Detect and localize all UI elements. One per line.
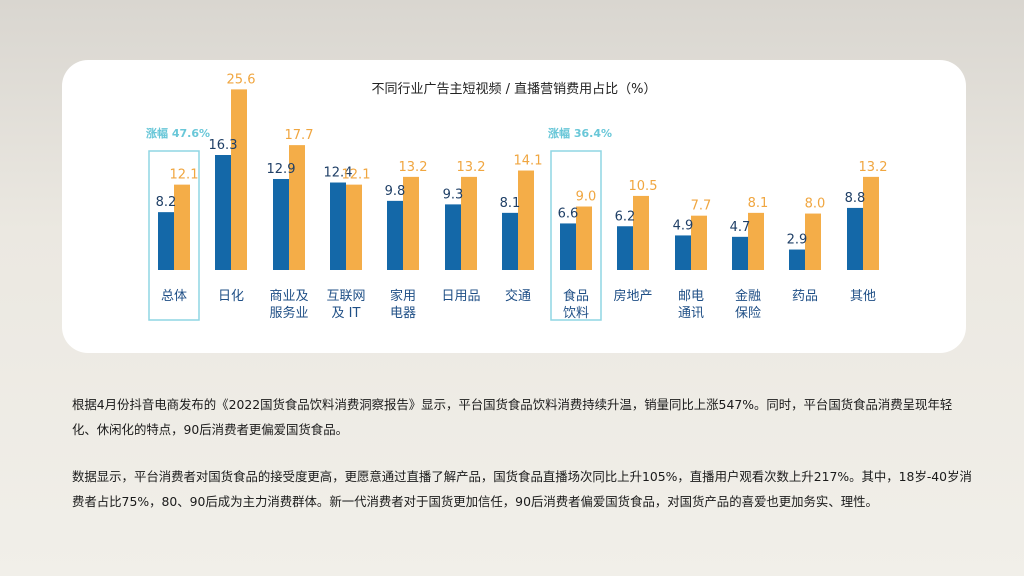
bar-series-b <box>633 195 649 270</box>
data-label-series-a: 4.9 <box>673 218 694 233</box>
category-label: 商业及 <box>269 289 308 304</box>
data-label-series-a: 9.3 <box>443 187 464 202</box>
data-label-series-b: 8.0 <box>805 197 826 212</box>
increase-annotation: 涨幅 47.6% <box>146 126 210 140</box>
bar-series-a <box>732 236 748 270</box>
bar-series-a <box>158 212 174 270</box>
bar-series-b <box>805 213 821 270</box>
data-label-series-a: 9.8 <box>385 184 406 199</box>
data-label-series-b: 9.0 <box>576 190 597 205</box>
bar-series-a <box>273 178 289 270</box>
bar-chart: 涨幅 47.6% 涨幅 36.4% 8.2 12.1 总体 16.3 25.6 日化 12.9 1… <box>146 72 888 321</box>
data-label-series-b: 13.2 <box>859 160 888 175</box>
data-label-series-b: 13.2 <box>399 160 428 175</box>
category-label: 通讯 <box>678 306 704 321</box>
bar-series-a <box>445 204 461 270</box>
bar-series-a <box>789 249 805 270</box>
category-label: 电器 <box>390 306 416 321</box>
data-label-series-a: 6.2 <box>615 209 636 224</box>
category-label: 互联网 <box>326 289 365 304</box>
data-label-series-a: 8.2 <box>156 195 177 210</box>
paragraph-1: 根据4月份抖音电商发布的《2022国货食品饮料消费洞察报告》显示，平台国货食品饮… <box>72 397 953 437</box>
bar-series-b <box>863 176 879 270</box>
category-label: 总体 <box>161 289 187 304</box>
category-label: 服务业 <box>269 305 308 321</box>
highlight-box <box>148 150 200 321</box>
highlight-box <box>550 150 602 321</box>
bar-series-a <box>330 182 346 270</box>
bar-series-b <box>691 215 707 270</box>
data-label-series-b: 12.1 <box>342 168 371 183</box>
category-label: 日化 <box>218 289 244 304</box>
data-label-series-a: 6.6 <box>558 206 579 221</box>
bar-series-a <box>502 212 518 270</box>
bar-series-a <box>617 226 633 270</box>
data-label-series-b: 14.1 <box>514 154 543 169</box>
bar-series-b <box>576 206 592 270</box>
category-label: 交通 <box>505 288 531 304</box>
bar-series-b <box>403 176 419 270</box>
data-label-series-b: 25.6 <box>227 72 256 87</box>
bar-series-a <box>847 207 863 270</box>
paragraph-2: 数据显示，平台消费者对国货食品的接受度更高，更愿意通过直播了解产品，国货食品直播… <box>72 469 972 509</box>
category-label: 房地产 <box>613 288 652 304</box>
data-label-series-b: 13.2 <box>457 160 486 175</box>
bar-series-b <box>748 212 764 270</box>
category-label: 日用品 <box>441 289 480 304</box>
data-label-series-a: 8.8 <box>845 191 866 206</box>
data-label-series-b: 8.1 <box>748 196 769 211</box>
data-label-series-a: 2.9 <box>787 233 808 248</box>
bar-series-b <box>231 89 247 270</box>
data-label-series-a: 12.9 <box>267 162 296 177</box>
bar-series-b <box>346 184 362 270</box>
data-label-series-b: 17.7 <box>285 128 314 143</box>
category-label: 及 IT <box>332 306 361 321</box>
data-label-series-a: 16.3 <box>209 138 238 153</box>
category-label: 其他 <box>850 289 876 304</box>
bar-series-b <box>289 145 305 270</box>
chart-card: 不同行业广告主短视频 / 直播营销费用占比（%） 涨幅 47.6% 涨幅 36.4… <box>62 60 966 353</box>
category-label: 邮电 <box>678 289 704 304</box>
bar-series-a <box>560 223 576 270</box>
category-label: 家用 <box>390 288 416 304</box>
bar-series-b <box>518 170 534 270</box>
data-label-series-a: 12.4 <box>324 166 353 181</box>
data-label-series-b: 10.5 <box>629 179 658 194</box>
bar-series-a <box>675 235 691 270</box>
category-label: 金融 <box>735 288 761 304</box>
data-label-series-a: 8.1 <box>500 196 521 211</box>
bar-series-a <box>215 155 231 270</box>
chart-title: 不同行业广告主短视频 / 直播营销费用占比（%） <box>371 82 657 97</box>
category-label: 食品 <box>563 288 589 304</box>
category-label: 保险 <box>735 306 761 321</box>
data-label-series-b: 7.7 <box>691 199 712 214</box>
data-label-series-a: 4.7 <box>730 220 751 235</box>
bar-series-b <box>461 176 477 270</box>
increase-annotation: 涨幅 36.4% <box>548 126 612 140</box>
bar-series-b <box>174 184 190 270</box>
category-label: 药品 <box>792 289 818 304</box>
data-label-series-b: 12.1 <box>170 168 199 183</box>
bar-series-a <box>387 200 403 270</box>
category-label: 饮料 <box>563 306 589 321</box>
